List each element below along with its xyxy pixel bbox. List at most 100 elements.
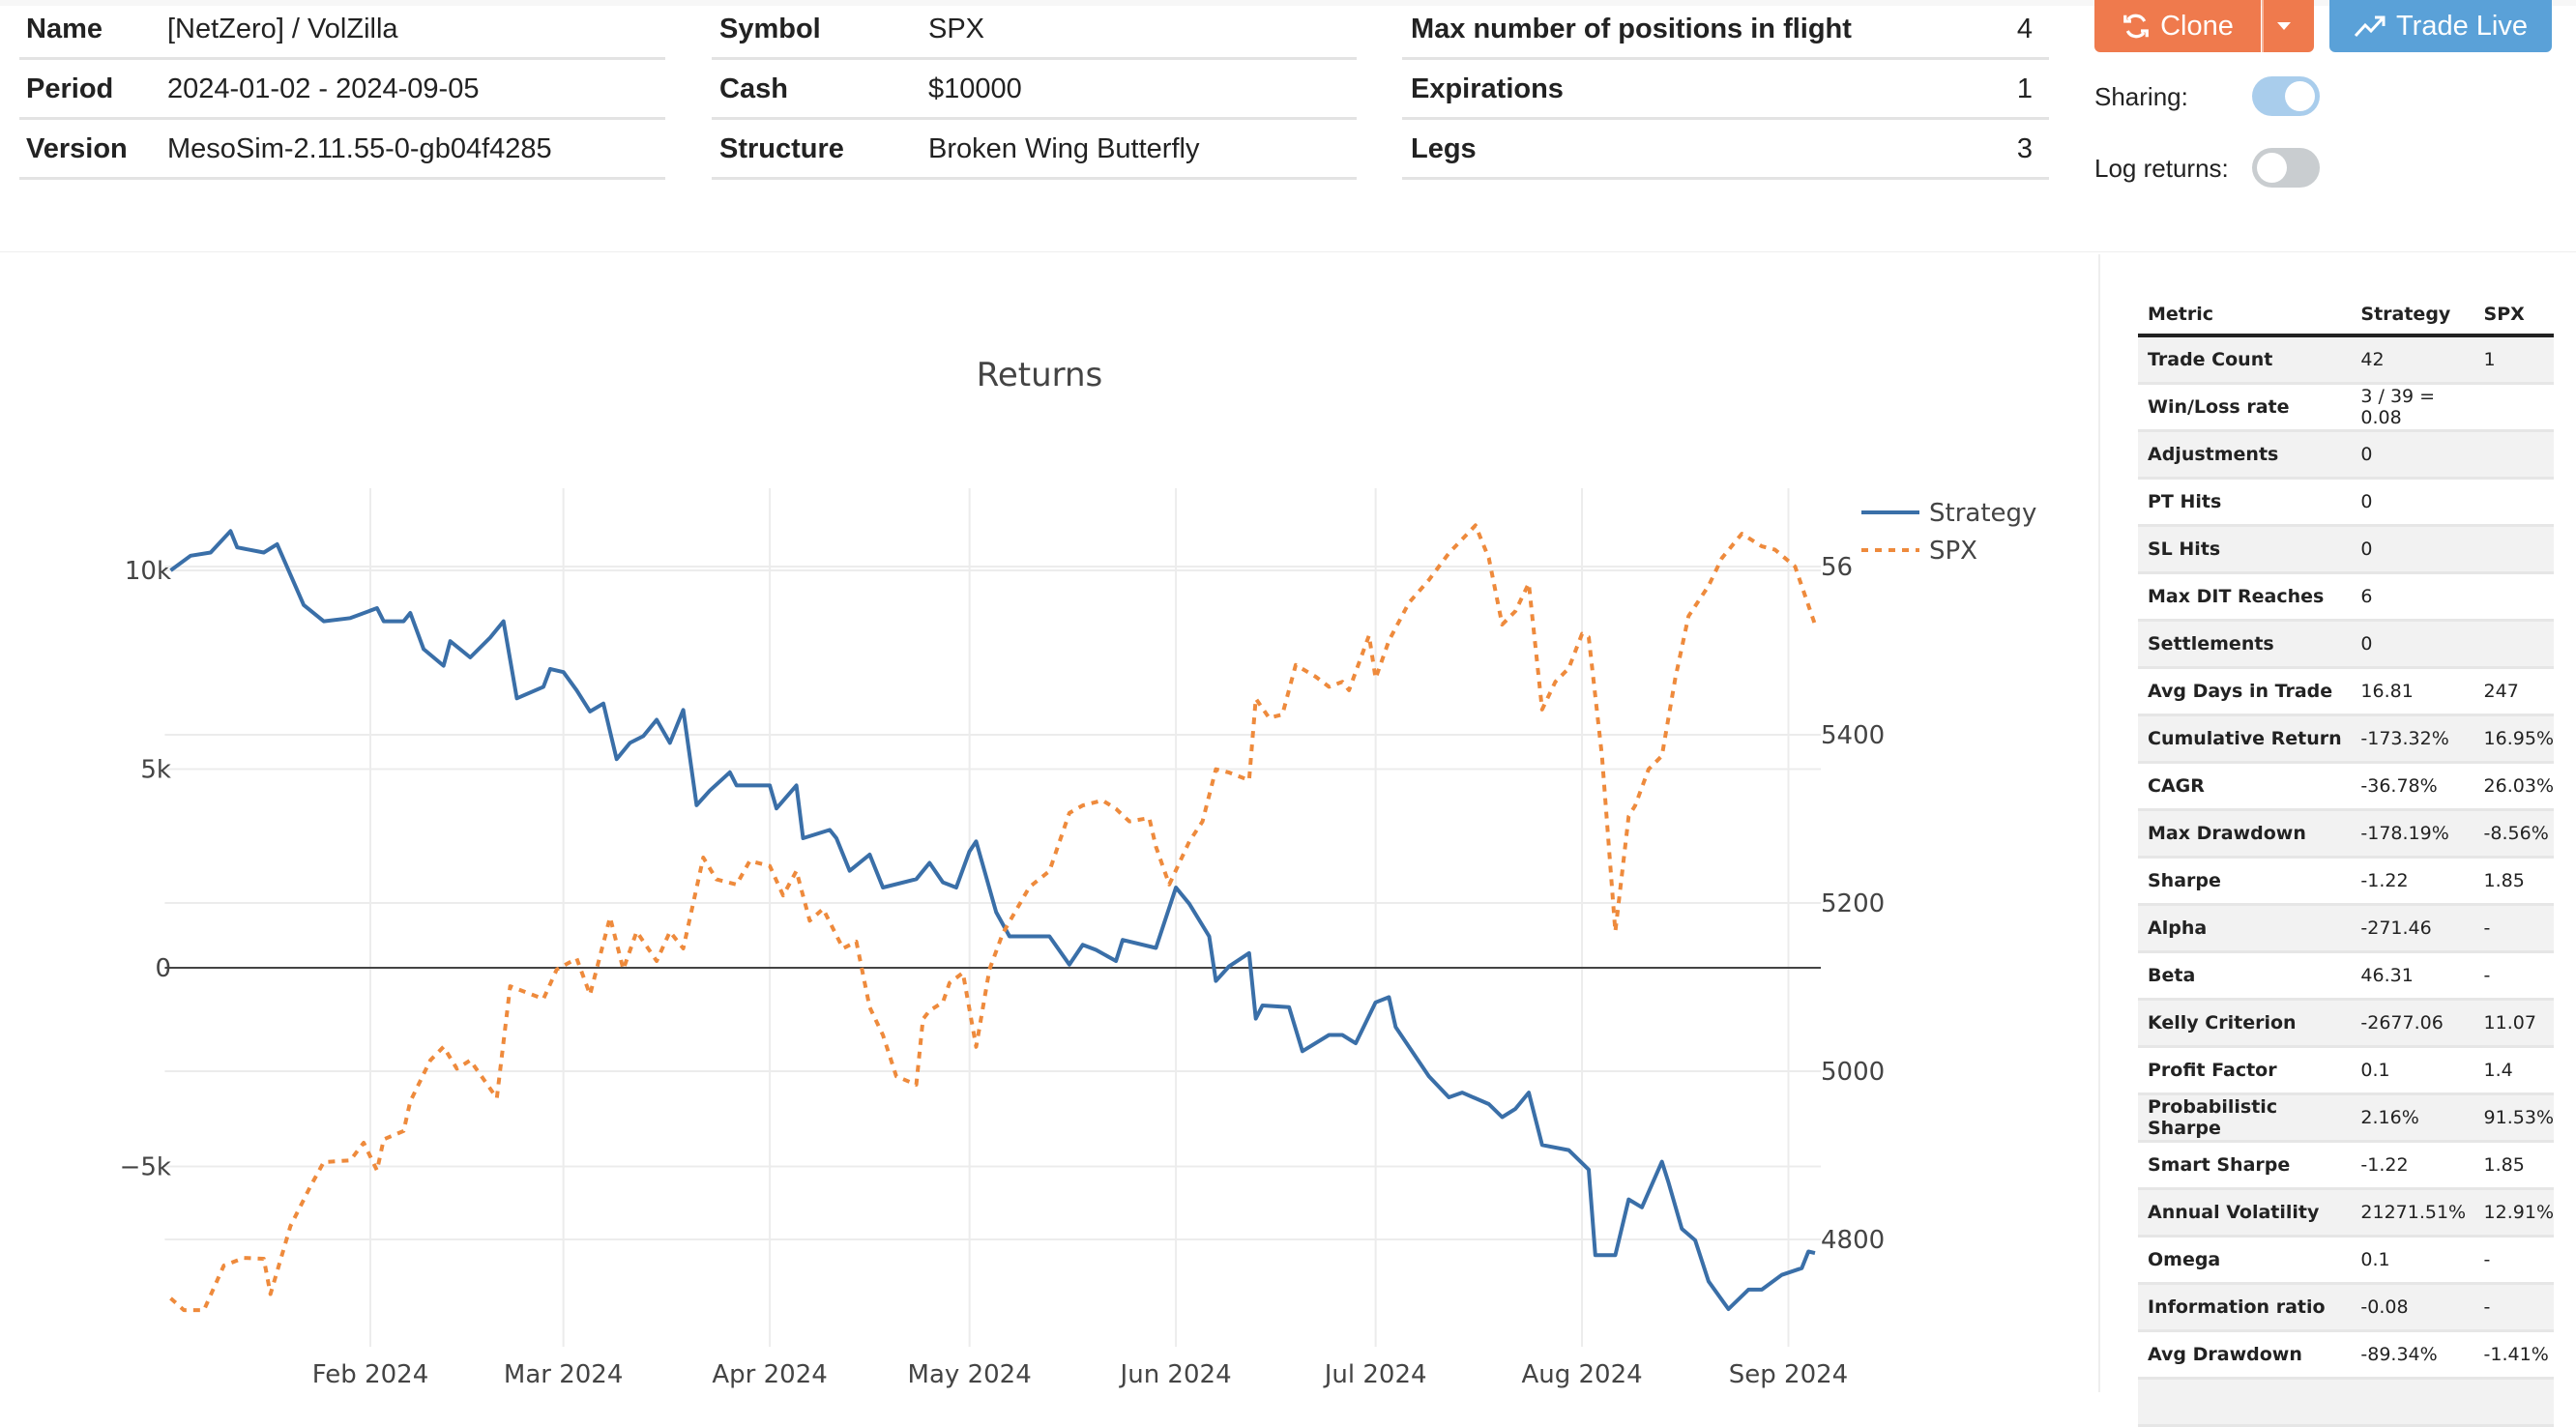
spx-value: 1 [2474, 335, 2554, 385]
metrics-panel: Metric Strategy SPX Trade Count 42 1 Win/Lo… [2098, 254, 2576, 1427]
metrics-row: Omega 0.1- [2138, 1236, 2554, 1285]
strategy-value: -89.34% [2351, 1330, 2474, 1380]
legend-label: SPX [1929, 537, 1977, 566]
metrics-row: PT Hits 0 [2138, 478, 2554, 527]
y-right-tick-label: 5400 [1821, 721, 1885, 750]
metrics-row: Avg Drawdown -89.34% -1.41% [2138, 1330, 2554, 1380]
trade-live-button[interactable]: Trade Live [2329, 0, 2552, 52]
y-right-tick-label: 5200 [1821, 889, 1885, 918]
x-tick-label: Feb 2024 [312, 1360, 428, 1389]
strategy-value: -271.46 [2351, 904, 2474, 953]
legend-label: Strategy [1929, 499, 2036, 528]
info-value: [NetZero] / VolZilla [167, 14, 398, 44]
info-label: Legs [1411, 133, 1477, 164]
toggle-knob [2285, 81, 2315, 111]
x-tick-label: Apr 2024 [712, 1360, 827, 1389]
metric-name: Beta [2138, 951, 2352, 1001]
metric-name: Settlements [2138, 620, 2352, 669]
strategy-value: -36.78% [2351, 762, 2474, 811]
metric-name: Omega [2138, 1236, 2352, 1285]
spx-value: 91.53% [2474, 1093, 2554, 1143]
x-tick-label: Mar 2024 [504, 1360, 624, 1389]
sharing-toggle[interactable] [2252, 76, 2320, 116]
metric-name: Cumulative Return [2138, 714, 2352, 764]
sharing-label: Sharing: [2094, 82, 2188, 111]
clone-button[interactable]: Clone [2094, 0, 2261, 52]
y-left-tick-label: 0 [155, 954, 171, 983]
spx-value [2474, 383, 2554, 432]
metric-name: Win/Loss rate [2138, 383, 2352, 432]
log-returns-toggle[interactable] [2252, 148, 2320, 188]
info-label: Period [26, 73, 114, 104]
metrics-row: Profit Factor 0.1 1.4 [2138, 1046, 2554, 1095]
clone-label: Clone [2160, 10, 2234, 42]
x-tick-label: May 2024 [908, 1360, 1032, 1389]
spx-value: 247 [2474, 667, 2554, 716]
log-returns-label: Log returns: [2094, 154, 2229, 183]
info-row-period: Period 2024-01-02 - 2024-09-05 [19, 60, 665, 120]
metrics-row: Kelly Criterion -2677.06 11.07 [2138, 999, 2554, 1048]
spx-value: -8.56% [2474, 809, 2554, 859]
metric-name: CAGR [2138, 762, 2352, 811]
info-value: Broken Wing Butterfly [928, 133, 1200, 164]
metrics-row-partial [2138, 1378, 2554, 1427]
metrics-row: Trade Count 42 1 [2138, 335, 2554, 385]
metrics-table: Metric Strategy SPX Trade Count 42 1 Win/Lo… [2138, 295, 2554, 1427]
refresh-icon [2123, 14, 2149, 39]
info-row-expirations: Expirations 1 [1402, 60, 2049, 120]
info-label: Structure [719, 133, 844, 164]
spx-value: - [2474, 1236, 2554, 1285]
metric-name: Probabilistic Sharpe [2138, 1093, 2352, 1143]
info-value: SPX [928, 14, 985, 44]
y-right-tick-label: 56 [1821, 553, 1853, 582]
spx-value [2474, 525, 2554, 574]
returns-chart: Feb 2024 Mar 2024 Apr 2024 May 2024 Jun 2024… [120, 488, 2036, 1389]
spx-value: - [2474, 904, 2554, 953]
column-header-metric: Metric [2138, 295, 2352, 337]
clone-dropdown-button[interactable] [2262, 0, 2314, 52]
strategy-value: -0.08 [2351, 1283, 2474, 1332]
spx-value [2474, 430, 2554, 480]
column-header-strategy: Strategy [2351, 295, 2474, 337]
strategy-value: 0 [2351, 478, 2474, 527]
metrics-row: Cumulative Return -173.32% 16.95% [2138, 714, 2554, 764]
info-label: Symbol [719, 14, 821, 44]
metrics-row: Adjustments 0 [2138, 430, 2554, 480]
series-line-strategy [169, 529, 1816, 1311]
info-row-legs: Legs 3 [1402, 120, 2049, 180]
metrics-row: Probabilistic Sharpe 2.16% 91.53% [2138, 1093, 2554, 1143]
metric-name: Profit Factor [2138, 1046, 2352, 1095]
y-left-tick-label: 10k [125, 557, 171, 586]
metrics-row: SL Hits 0 [2138, 525, 2554, 574]
column-header-spx: SPX [2474, 295, 2554, 337]
strategy-value: 2.16% [2351, 1093, 2474, 1143]
info-row-cash: Cash $10000 [712, 60, 1357, 120]
series-line-spx [169, 523, 1817, 1313]
info-value: MesoSim-2.11.55-0-gb04f4285 [167, 133, 552, 164]
trade-live-label: Trade Live [2396, 10, 2528, 42]
info-column-run: Name [NetZero] / VolZilla Period 2024-01-0… [19, 0, 665, 180]
info-value: 4 [2016, 14, 2033, 44]
top-band [0, 0, 2576, 6]
info-row-structure: Structure Broken Wing Butterfly [712, 120, 1357, 180]
strategy-value: 16.81 [2351, 667, 2474, 716]
info-value: 2024-01-02 - 2024-09-05 [167, 73, 480, 104]
strategy-value: -178.19% [2351, 809, 2474, 859]
strategy-value: 0 [2351, 430, 2474, 480]
strategy-value: 0.1 [2351, 1046, 2474, 1095]
strategy-value: 0 [2351, 525, 2474, 574]
spx-value [2474, 478, 2554, 527]
info-column-positions: Max number of positions in flight 4 Expir… [1402, 0, 2049, 180]
spx-value: 16.95% [2474, 714, 2554, 764]
strategy-value: 46.31 [2351, 951, 2474, 1001]
metrics-row: Annual Volatility 21271.51% 12.91% [2138, 1188, 2554, 1238]
metrics-row: Alpha -271.46- [2138, 904, 2554, 953]
info-row-symbol: Symbol SPX [712, 0, 1357, 60]
strategy-value: 3 / 39 = 0.08 [2351, 383, 2474, 432]
strategy-value: 0.1 [2351, 1236, 2474, 1285]
info-label: Cash [719, 73, 788, 104]
metrics-header-row: Metric Strategy SPX [2138, 295, 2554, 337]
info-label: Version [26, 133, 128, 164]
metrics-row: Max DIT Reaches 6 [2138, 572, 2554, 622]
metric-name: Sharpe [2138, 857, 2352, 906]
